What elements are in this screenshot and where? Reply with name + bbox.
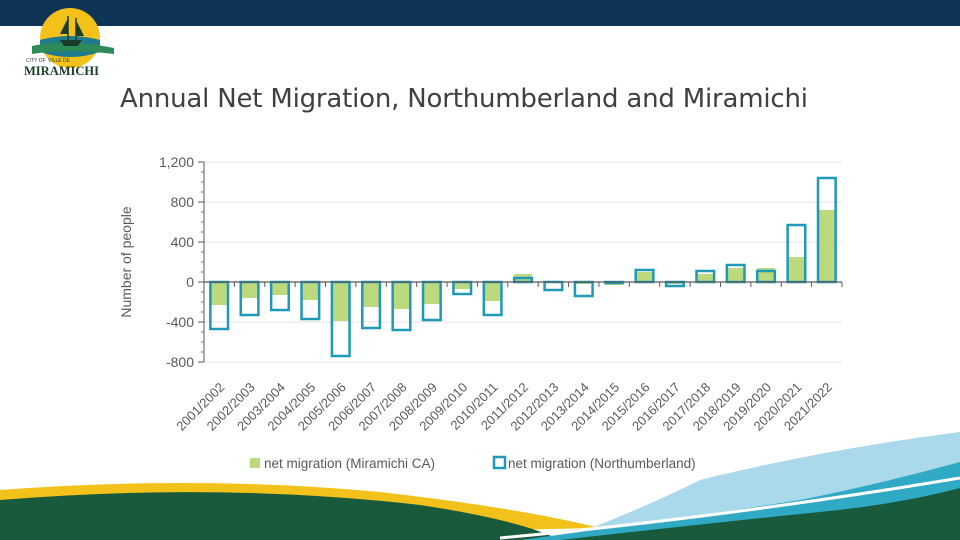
y-tick-label: -800: [166, 354, 194, 370]
bar-miramichi: [240, 282, 259, 298]
y-tick-label: -400: [166, 314, 194, 330]
chart-axes: [198, 161, 843, 363]
miramichi-bars: [210, 210, 836, 321]
bar-miramichi: [483, 282, 502, 301]
city-logo: CITY OF VILLE DE MIRAMICHI: [24, 8, 114, 78]
logo-ville-de: VILLE DE: [48, 58, 71, 64]
bar-miramichi: [271, 282, 289, 295]
bar-miramichi: [726, 268, 745, 282]
bar-miramichi: [392, 282, 411, 309]
bar-miramichi: [210, 282, 229, 305]
bar-miramichi: [696, 274, 715, 282]
footer-waves: [0, 432, 960, 540]
bar-miramichi: [817, 210, 836, 282]
logo-city-of: CITY OF: [26, 58, 46, 64]
y-axis-label: Number of people: [118, 206, 134, 318]
y-tick-label: 1,200: [159, 154, 194, 170]
legend-swatch-miramichi: [250, 458, 260, 468]
chart-gridlines: [204, 161, 842, 363]
y-tick-label: 800: [171, 194, 195, 210]
logo-name: MIRAMICHI: [24, 64, 99, 78]
bar-miramichi: [331, 282, 350, 321]
y-tick-label: 0: [186, 274, 194, 290]
y-tick-label: 400: [171, 234, 195, 250]
bar-miramichi: [787, 257, 806, 282]
bar-northumberland: [573, 280, 594, 298]
legend-swatch-northumberland: [492, 455, 507, 470]
header-bar: [0, 0, 960, 26]
chart-legend: net migration (Miramichi CA) net migrati…: [250, 455, 696, 471]
bar-miramichi: [362, 282, 380, 307]
northumberland-bars: [209, 176, 837, 358]
slide-title: Annual Net Migration, Northumberland and…: [120, 84, 808, 114]
bar-northumberland: [543, 280, 564, 292]
legend-label-northumberland: net migration (Northumberland): [508, 456, 696, 471]
bar-miramichi: [635, 272, 654, 282]
bar-miramichi: [453, 282, 472, 289]
bar-miramichi: [301, 282, 320, 300]
bar-miramichi: [423, 282, 441, 304]
legend-label-miramichi: net migration (Miramichi CA): [264, 456, 435, 471]
